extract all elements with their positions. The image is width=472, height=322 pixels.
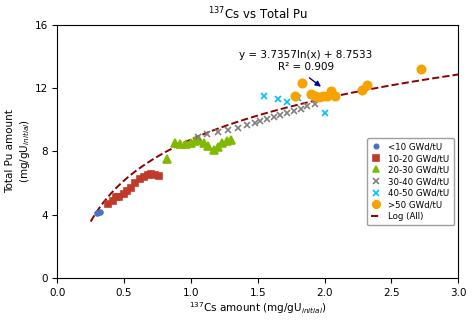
Line: >50 GWd/tU: >50 GWd/tU — [291, 65, 425, 101]
30-40 GWd/tU — [304, 104, 310, 108]
Line: 40-50 GWd/tU: 40-50 GWd/tU — [261, 92, 328, 116]
Log (All) — [353, 90, 359, 94]
Line: Log (All): Log (All) — [91, 74, 458, 222]
10-20 GWd/tU — [113, 195, 119, 199]
<10 GWd/tU — [97, 211, 103, 214]
10-20 GWd/tU — [124, 189, 130, 193]
40-50 GWd/tU — [295, 96, 301, 100]
20-30 GWd/tU — [192, 139, 198, 143]
10-20 GWd/tU — [105, 202, 111, 206]
10-20 GWd/tU — [141, 175, 147, 179]
>50 GWd/tU — [418, 67, 423, 71]
Title: $^{137}$Cs vs Total Pu: $^{137}$Cs vs Total Pu — [208, 5, 308, 22]
10-20 GWd/tU — [110, 199, 116, 203]
20-30 GWd/tU — [219, 141, 225, 145]
20-30 GWd/tU — [215, 145, 220, 149]
20-30 GWd/tU — [196, 138, 202, 142]
Legend: <10 GWd/tU, 10-20 GWd/tU, 20-30 GWd/tU, 30-40 GWd/tU, 40-50 GWd/tU, >50 GWd/tU, : <10 GWd/tU, 10-20 GWd/tU, 20-30 GWd/tU, … — [367, 138, 454, 225]
20-30 GWd/tU — [228, 138, 234, 142]
20-30 GWd/tU — [224, 139, 230, 143]
Line: 30-40 GWd/tU: 30-40 GWd/tU — [194, 100, 319, 141]
40-50 GWd/tU — [275, 97, 281, 101]
Log (All) — [208, 129, 213, 133]
20-30 GWd/tU — [188, 141, 194, 145]
30-40 GWd/tU — [258, 118, 263, 122]
>50 GWd/tU — [364, 83, 370, 87]
10-20 GWd/tU — [156, 174, 162, 178]
30-40 GWd/tU — [291, 109, 297, 113]
>50 GWd/tU — [332, 94, 338, 98]
>50 GWd/tU — [292, 94, 298, 98]
>50 GWd/tU — [320, 94, 326, 98]
30-40 GWd/tU — [284, 111, 290, 115]
20-30 GWd/tU — [172, 141, 178, 145]
30-40 GWd/tU — [226, 128, 231, 132]
Line: <10 GWd/tU: <10 GWd/tU — [95, 210, 102, 216]
Log (All) — [132, 170, 138, 174]
30-40 GWd/tU — [252, 121, 258, 125]
40-50 GWd/tU — [284, 100, 290, 104]
Y-axis label: Total Pu amount
(mg/gU$_{initial}$): Total Pu amount (mg/gU$_{initial}$) — [6, 109, 32, 194]
30-40 GWd/tU — [215, 130, 220, 134]
Line: 10-20 GWd/tU: 10-20 GWd/tU — [105, 171, 162, 207]
Log (All) — [455, 72, 461, 76]
20-30 GWd/tU — [211, 148, 217, 152]
>50 GWd/tU — [312, 94, 318, 98]
Log (All) — [355, 90, 361, 93]
30-40 GWd/tU — [278, 113, 283, 117]
Log (All) — [88, 220, 93, 223]
10-20 GWd/tU — [148, 173, 154, 176]
30-40 GWd/tU — [264, 117, 270, 121]
10-20 GWd/tU — [121, 192, 127, 196]
30-40 GWd/tU — [298, 107, 303, 110]
X-axis label: $^{137}$Cs amount (mg/gU$_{initial}$): $^{137}$Cs amount (mg/gU$_{initial}$) — [189, 301, 327, 317]
>50 GWd/tU — [329, 89, 334, 93]
10-20 GWd/tU — [137, 177, 143, 181]
20-30 GWd/tU — [164, 157, 170, 161]
<10 GWd/tU — [94, 211, 100, 215]
40-50 GWd/tU — [261, 94, 267, 98]
30-40 GWd/tU — [312, 102, 318, 106]
30-40 GWd/tU — [244, 123, 250, 127]
10-20 GWd/tU — [152, 173, 158, 177]
20-30 GWd/tU — [205, 144, 211, 148]
20-30 GWd/tU — [177, 142, 183, 146]
Log (All) — [319, 97, 325, 101]
30-40 GWd/tU — [204, 132, 210, 136]
20-30 GWd/tU — [202, 141, 207, 145]
30-40 GWd/tU — [271, 115, 277, 118]
10-20 GWd/tU — [116, 194, 122, 198]
30-40 GWd/tU — [235, 126, 241, 129]
Text: y = 3.7357ln(x) + 8.7533
R² = 0.909: y = 3.7357ln(x) + 8.7533 R² = 0.909 — [239, 50, 372, 72]
>50 GWd/tU — [316, 95, 322, 99]
10-20 GWd/tU — [132, 181, 138, 185]
>50 GWd/tU — [308, 92, 314, 96]
>50 GWd/tU — [359, 88, 365, 91]
Line: 20-30 GWd/tU: 20-30 GWd/tU — [163, 137, 235, 163]
Log (All) — [233, 120, 239, 124]
40-50 GWd/tU — [322, 111, 328, 115]
40-50 GWd/tU — [308, 93, 314, 97]
>50 GWd/tU — [324, 94, 330, 98]
30-40 GWd/tU — [195, 135, 201, 139]
10-20 GWd/tU — [128, 186, 134, 190]
20-30 GWd/tU — [183, 142, 188, 146]
>50 GWd/tU — [299, 81, 305, 85]
10-20 GWd/tU — [145, 173, 151, 177]
